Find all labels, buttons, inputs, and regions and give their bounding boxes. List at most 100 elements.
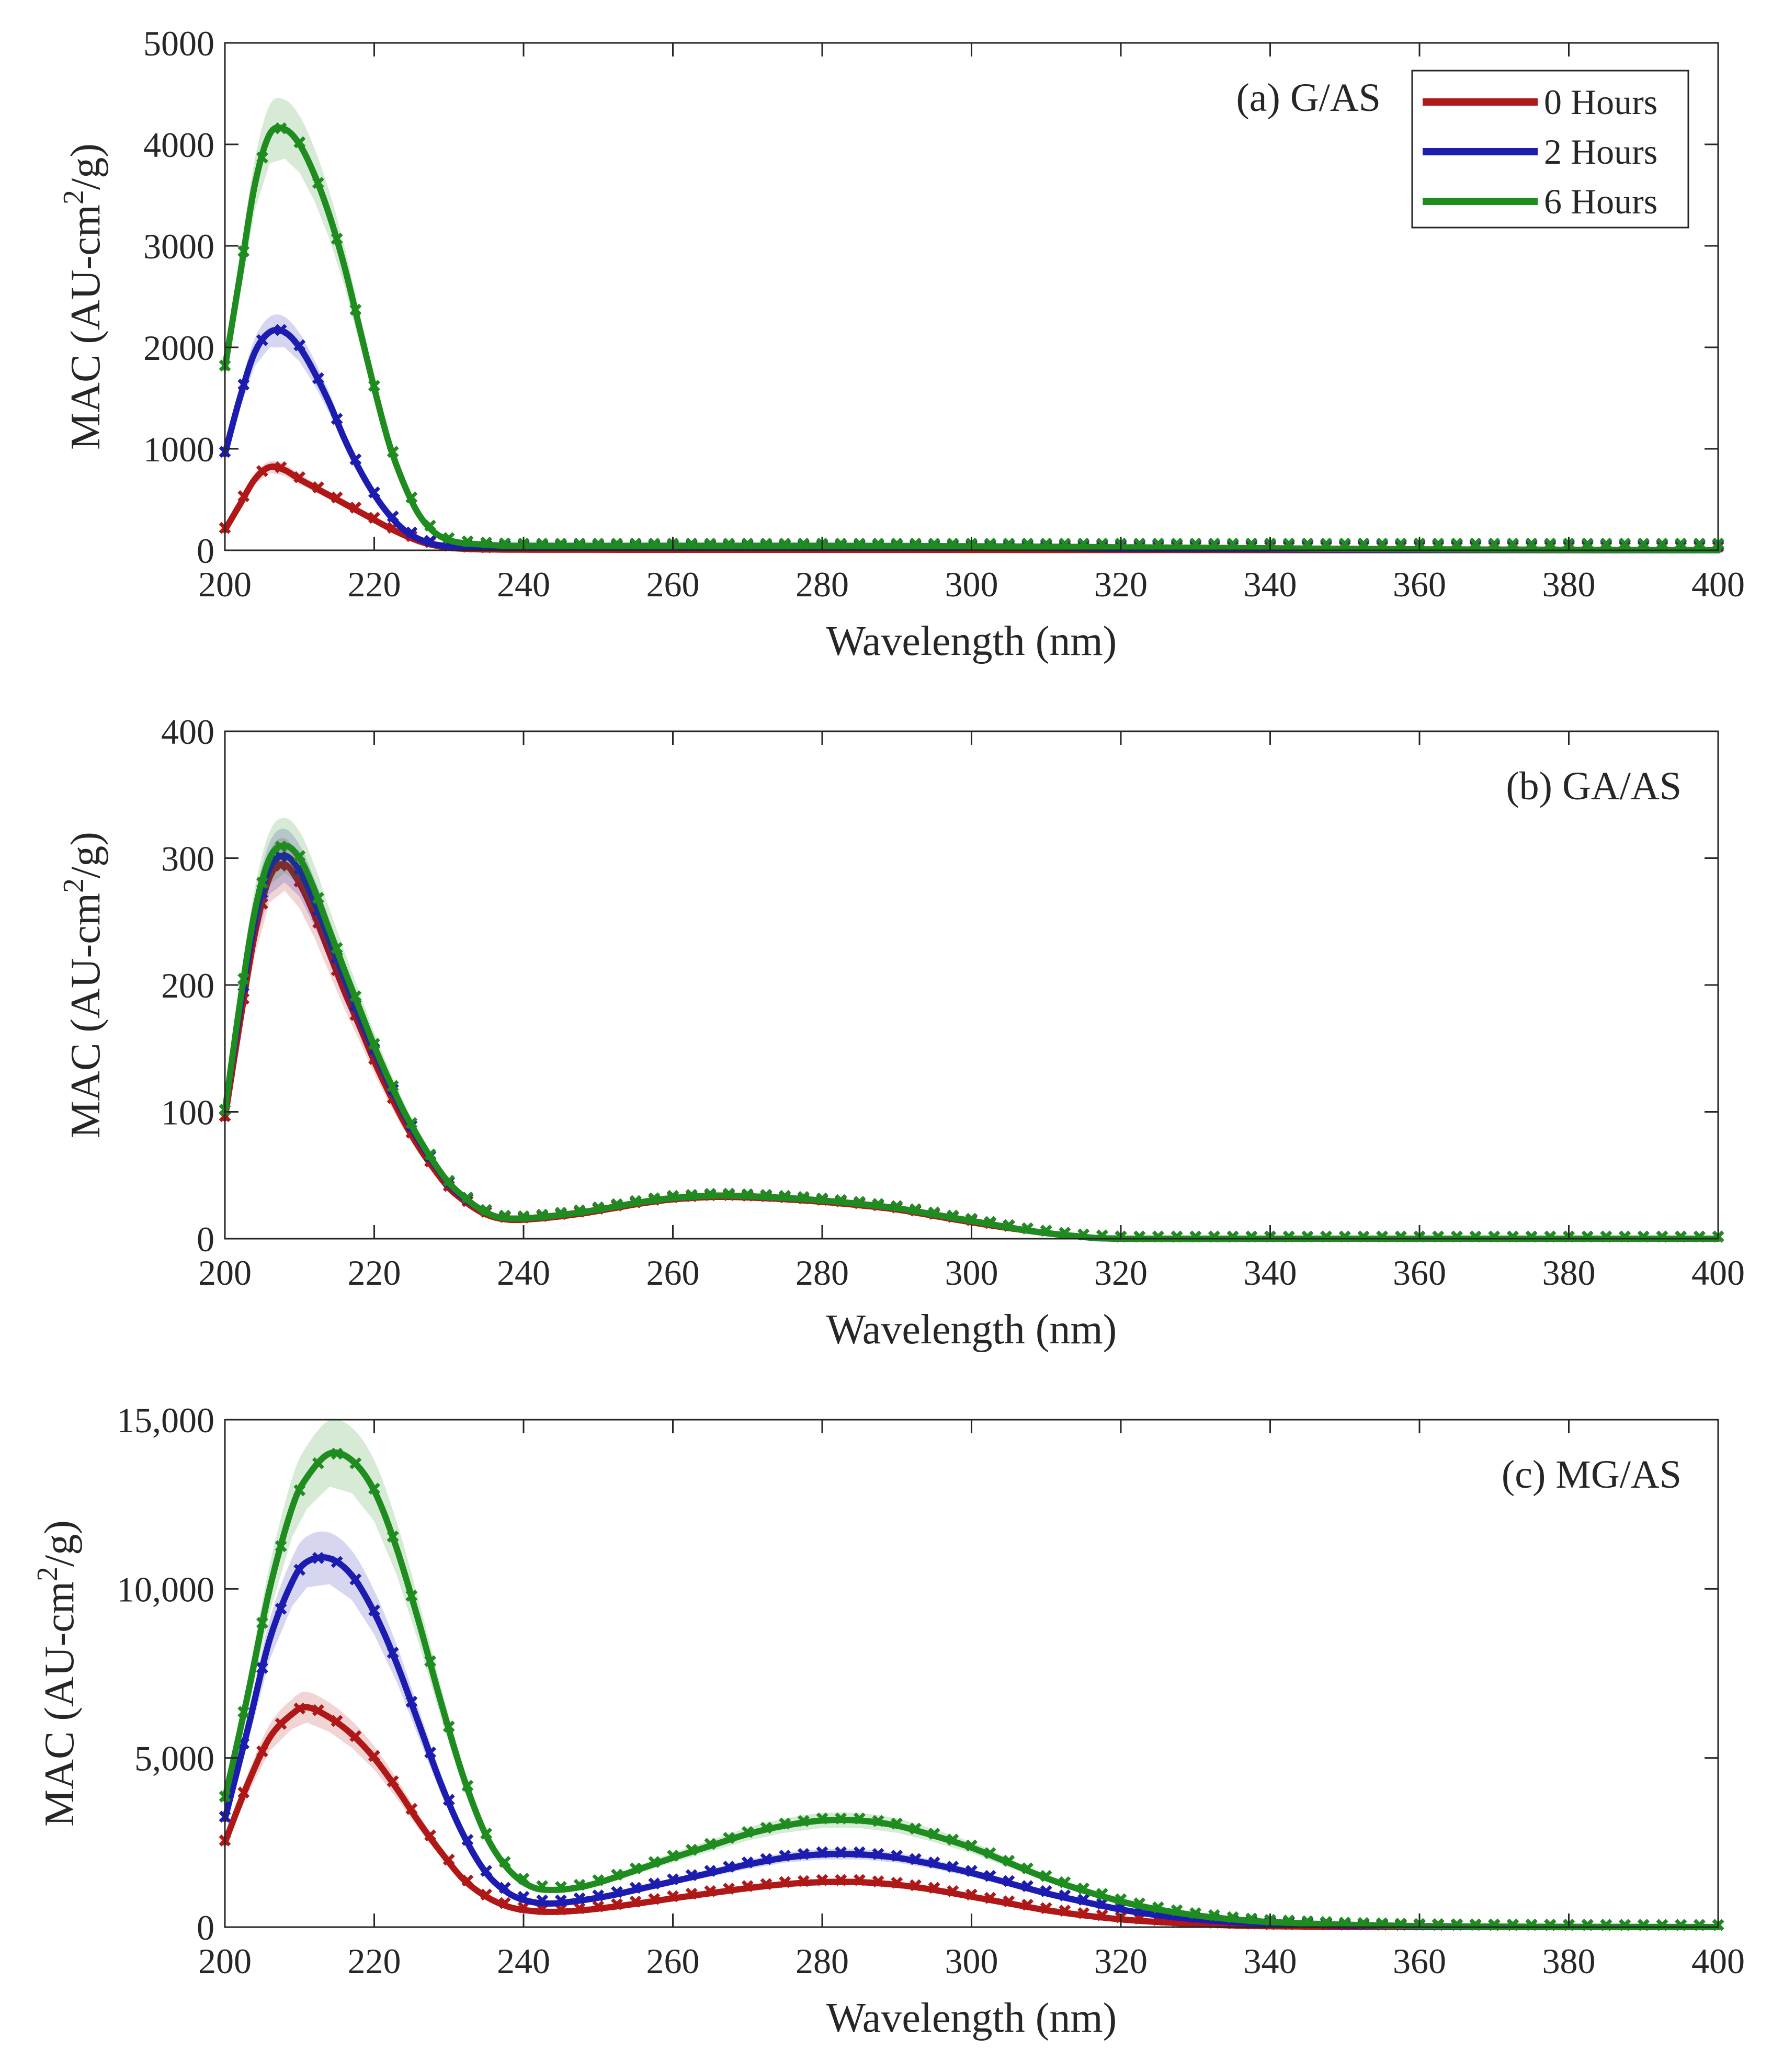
panel-b-marker-6-hours — [1301, 1230, 1314, 1243]
panel-c-marker-6-hours — [387, 1530, 399, 1543]
panel-c-marker-0-hours — [667, 1890, 679, 1903]
panel-c-xtick-label: 280 — [796, 1941, 849, 1981]
panel-b-ytick-label: 100 — [161, 1093, 214, 1133]
panel-a-ticks: 200 220 240 260 280 300 320 340 360 380 4000100020… — [143, 24, 1745, 604]
panel-b-marker-6-hours — [1469, 1230, 1482, 1243]
panel-b-marker-6-hours — [947, 1209, 959, 1222]
panel-b-marker-6-hours — [816, 1192, 828, 1205]
panel-c-marker-6-hours — [1320, 1916, 1333, 1928]
panel-a-marker-6-hours — [835, 537, 847, 550]
panel-a-marker-6-hours — [909, 537, 922, 550]
panel-a-marker-6-hours — [592, 537, 605, 550]
panel-b-marker-6-hours — [853, 1196, 866, 1208]
panel-b-ytick-label: 400 — [161, 712, 214, 752]
panel-b-marker-6-hours — [797, 1191, 810, 1203]
panel-c-marker-0-hours — [1096, 1909, 1108, 1921]
panel-c-marker-6-hours — [1226, 1911, 1239, 1923]
panel-c-marker-6-hours — [405, 1590, 418, 1602]
panel-c-marker-0-hours — [779, 1876, 791, 1888]
panel-a-marker-6-hours — [1133, 537, 1146, 550]
panel-c-marker-6-hours — [1301, 1915, 1314, 1928]
panel-c-marker-6-hours — [610, 1869, 623, 1881]
panel-b-marker-6-hours — [1189, 1230, 1202, 1243]
panel-b-marker-6-hours — [1003, 1219, 1015, 1231]
panel-a-ytick-label: 4000 — [143, 125, 214, 165]
panel-b-xtick-label: 240 — [497, 1253, 550, 1293]
panel-a-marker-6-hours — [498, 537, 511, 550]
panel-c-marker-6-hours — [1189, 1907, 1202, 1919]
panel-a-marker-6-hours — [387, 446, 399, 458]
panel-a-ytick-label: 1000 — [143, 429, 214, 469]
panel-c-marker-0-hours — [312, 1704, 324, 1716]
panel-a-marker-2-hours — [331, 413, 343, 425]
panel-c-marker-0-hours — [723, 1883, 735, 1895]
panel-a-xtick-label: 240 — [497, 564, 550, 604]
panel-c-xtick-label: 380 — [1542, 1941, 1596, 1981]
panel-c-marker-6-hours — [1581, 1919, 1594, 1931]
panel-a-marker-6-hours — [1021, 537, 1034, 550]
panel-b-xtick-label: 300 — [945, 1253, 998, 1293]
panel-c-marker-6-hours — [1096, 1888, 1108, 1900]
panel-a-marker-2-hours — [275, 324, 287, 336]
panel-a-marker-6-hours — [1152, 537, 1164, 550]
panel-a-marker-6-hours — [760, 537, 773, 550]
panel-a-marker-6-hours — [741, 537, 754, 550]
panel-c-marker-6-hours — [1637, 1919, 1650, 1931]
panel-c-marker-2-hours — [685, 1869, 698, 1882]
panel-c-marker-0-hours — [984, 1892, 996, 1904]
panel-c-series-layer — [219, 1419, 1724, 1931]
panel-c-marker-6-hours — [1003, 1854, 1015, 1867]
panel-a-marker-6-hours — [1693, 537, 1706, 550]
panel-b-marker-6-hours — [1693, 1230, 1706, 1243]
legend-label-0-hours: 0 Hours — [1544, 82, 1657, 122]
panel-c-band-6-hours — [225, 1419, 1718, 1927]
panel-a-ytick-label: 3000 — [143, 227, 214, 266]
panel-c-marker-6-hours — [816, 1812, 828, 1825]
panel-b-marker-6-hours — [1133, 1230, 1146, 1243]
panel-a-marker-6-hours — [610, 537, 623, 550]
panel-c-xtick-label: 240 — [497, 1941, 550, 1981]
panel-b-marker-6-hours — [275, 840, 287, 853]
panel-b-marker-6-hours — [704, 1187, 717, 1200]
panel-a-marker-0-hours — [349, 501, 362, 514]
panel-b-ytick-label: 200 — [161, 966, 214, 1005]
panel-c-marker-6-hours — [891, 1817, 903, 1830]
panel-a-ytick-label: 0 — [197, 531, 214, 571]
panel-c-marker-2-hours — [723, 1860, 735, 1873]
panel-b-marker-6-hours — [629, 1195, 642, 1207]
panel-a-marker-2-hours — [293, 339, 306, 352]
panel-a-ytick-label: 5000 — [143, 24, 214, 63]
panel-c-marker-0-hours — [331, 1715, 343, 1727]
panel-a-marker-6-hours — [1189, 537, 1202, 550]
panel-b-marker-6-hours — [909, 1203, 922, 1216]
panel-c-marker-6-hours — [685, 1843, 698, 1856]
panel-c-marker-2-hours — [909, 1853, 922, 1865]
panel-b-marker-6-hours — [331, 942, 343, 954]
panel-c-marker-2-hours — [648, 1877, 661, 1890]
panel-c-marker-6-hours — [536, 1880, 549, 1893]
panel-c-marker-2-hours — [667, 1873, 679, 1886]
panel-b-marker-6-hours — [1619, 1230, 1631, 1243]
panel-c-marker-2-hours — [1003, 1875, 1015, 1887]
panel-c-marker-2-hours — [629, 1882, 642, 1894]
panel-c-x-label: Wavelength (nm) — [826, 1995, 1117, 2041]
panel-a-marker-6-hours — [1301, 537, 1314, 550]
panel-b-marker-6-hours — [1226, 1230, 1239, 1243]
panel-a-ytick-label: 2000 — [143, 328, 214, 368]
panel-b-marker-6-hours — [592, 1201, 605, 1214]
legend-label-6-hours: 6 Hours — [1544, 182, 1657, 221]
panel-b-marker-6-hours — [610, 1198, 623, 1210]
panel-c-xtick-label: 220 — [348, 1941, 401, 1981]
panel-c-marker-6-hours — [853, 1812, 866, 1825]
panel-c-marker-6-hours — [648, 1856, 661, 1869]
panel-c-marker-0-hours — [816, 1874, 828, 1886]
panel-b-axes-frame — [224, 730, 1719, 1240]
panel-c-marker-6-hours — [1357, 1917, 1370, 1929]
panel-c-marker-6-hours — [1040, 1870, 1052, 1882]
panel-b-marker-6-hours — [1544, 1230, 1557, 1243]
panel-c-marker-6-hours — [1133, 1897, 1146, 1910]
panel-c-marker-0-hours — [1077, 1907, 1090, 1919]
panel-a-marker-6-hours — [349, 303, 362, 316]
panel-c-marker-2-hours — [349, 1573, 362, 1586]
panel-b-marker-6-hours — [779, 1190, 791, 1202]
